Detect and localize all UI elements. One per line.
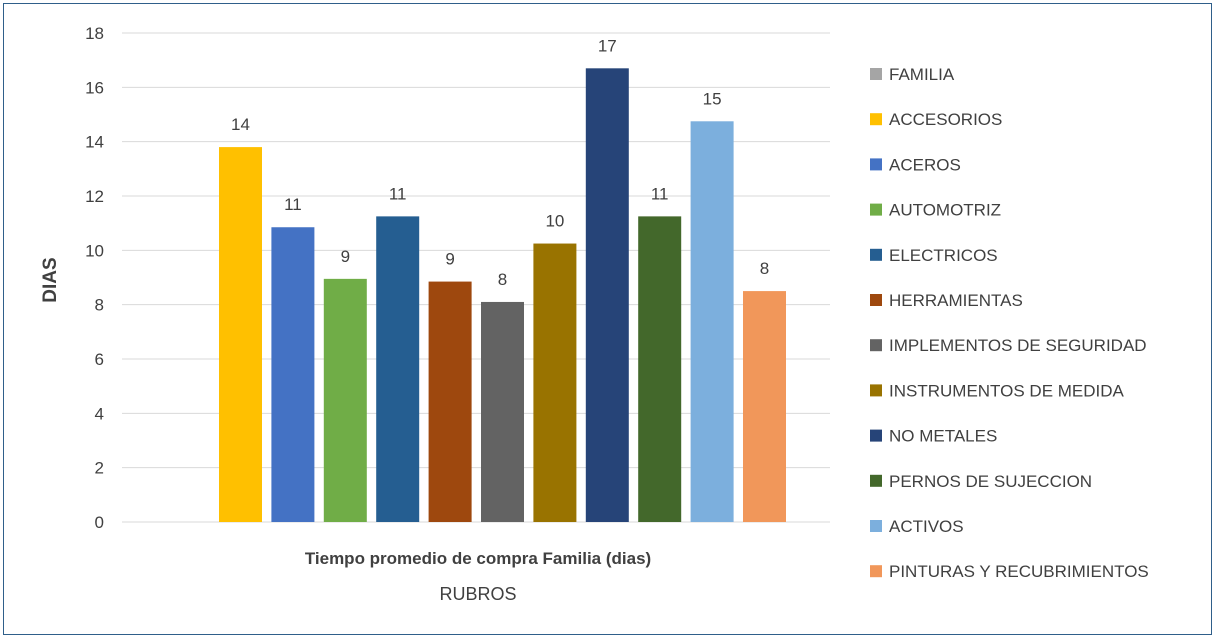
legend-label: ACCESORIOS	[889, 110, 1002, 129]
data-label: 11	[651, 184, 669, 203]
data-label: 8	[498, 270, 507, 289]
y-axis-ticks: 0 2 4 6 8 10 12 14 16 18	[85, 24, 104, 532]
chart-frame: 0 2 4 6 8 10 12 14 16 18 14 11 9 11 9 8 10 17 11 15 8 DIAS …	[3, 3, 1212, 635]
y-tick-label: 2	[95, 459, 104, 478]
data-label: 11	[389, 184, 407, 203]
bar-no-metales	[585, 68, 629, 523]
bars	[219, 68, 786, 523]
data-label: 9	[341, 247, 350, 266]
y-tick-label: 14	[85, 133, 104, 152]
bar-pinturas-y-recubrimientos	[743, 291, 786, 522]
bar-accesorios	[219, 147, 262, 522]
data-label: 10	[545, 212, 564, 231]
legend-swatch	[870, 294, 882, 306]
data-label: 8	[760, 259, 769, 278]
y-tick-label: 8	[95, 296, 104, 315]
legend-swatch	[870, 203, 882, 216]
legend-label: PINTURAS Y RECUBRIMIENTOS	[889, 562, 1149, 581]
data-label: 11	[284, 195, 302, 214]
x-axis-title: RUBROS	[439, 584, 516, 604]
legend-label: IMPLEMENTOS DE SEGURIDAD	[889, 336, 1147, 355]
bar-pernos-de-sujeccion	[638, 216, 682, 522]
data-label: 15	[703, 89, 722, 108]
legend-swatch	[870, 520, 882, 532]
bar-automotriz	[323, 278, 367, 522]
y-tick-label: 4	[95, 404, 104, 423]
legend-swatch	[870, 248, 882, 261]
bar-instrumentos-de-medida	[533, 243, 577, 522]
y-axis-title: DIAS	[40, 257, 61, 302]
legend-swatch	[870, 158, 882, 171]
y-tick-label: 0	[95, 513, 104, 532]
bar-electricos	[376, 216, 420, 522]
data-label: 17	[598, 36, 617, 55]
legend-label: PERNOS DE SUJECCION	[889, 472, 1092, 491]
legend-swatch	[870, 339, 882, 352]
legend-label: ELECTRICOS	[889, 246, 998, 265]
legend-label: ACTIVOS	[889, 517, 964, 536]
legend-swatch	[870, 68, 882, 80]
bar-aceros	[271, 227, 315, 522]
legend-label: INSTRUMENTOS DE MEDIDA	[889, 381, 1125, 400]
data-label: 14	[231, 115, 250, 134]
data-label: 9	[445, 250, 454, 269]
legend-swatch	[870, 113, 882, 126]
bar-activos	[690, 121, 734, 523]
legend: FAMILIA ACCESORIOS ACEROS AUTOMOTRIZ ELECTRI…	[870, 65, 1149, 581]
y-tick-label: 12	[85, 187, 104, 206]
legend-label: FAMILIA	[889, 65, 955, 84]
category-label: Tiempo promedio de compra Familia (dias)	[305, 549, 651, 568]
data-labels: 14 11 9 11 9 8 10 17 11 15 8	[231, 36, 769, 289]
legend-label: ACEROS	[889, 155, 961, 174]
legend-swatch	[870, 384, 882, 397]
legend-label: AUTOMOTRIZ	[889, 201, 1001, 220]
legend-label: HERRAMIENTAS	[889, 291, 1023, 310]
legend-swatch	[870, 474, 882, 487]
y-tick-label: 10	[85, 241, 104, 260]
legend-swatch	[870, 429, 882, 442]
legend-swatch	[870, 565, 882, 578]
y-tick-label: 18	[85, 24, 104, 43]
bar-implementos-de-seguridad	[481, 301, 524, 522]
bar-herramientas	[428, 281, 472, 522]
y-tick-label: 6	[95, 350, 104, 369]
legend-label: NO METALES	[889, 427, 997, 446]
y-tick-label: 16	[85, 78, 104, 97]
